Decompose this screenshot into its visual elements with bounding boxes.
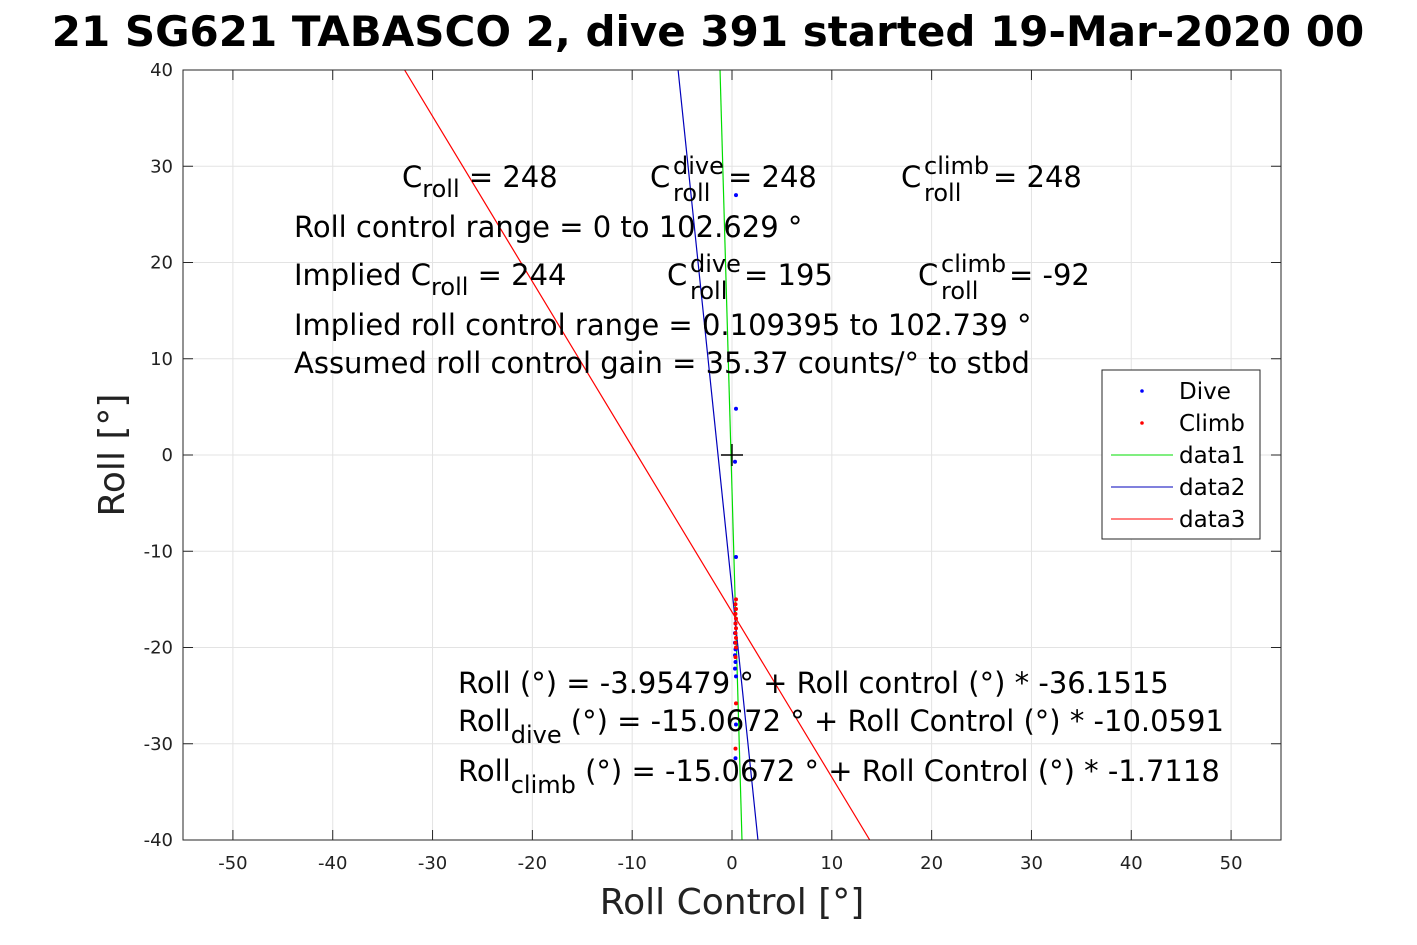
c-roll-climb-value: = 248 — [993, 160, 1082, 194]
implied-dive-value: = 195 — [744, 258, 833, 292]
point-dive — [732, 666, 737, 671]
point-climb — [733, 631, 738, 636]
y-tick-label: -20 — [144, 638, 173, 659]
x-tick-label: -20 — [518, 853, 547, 874]
c-roll-sub: roll — [422, 175, 459, 203]
point-dive — [733, 193, 738, 198]
fit-dive-annotation: Rolldive (°) = -15.0672 ° + Roll Control… — [458, 704, 1224, 749]
c-roll-climb-sup: climb — [924, 152, 989, 180]
c-roll-dive-base: C — [650, 160, 670, 194]
point-climb — [733, 607, 738, 611]
c-roll-value: = 248 — [460, 160, 558, 194]
c-roll-climb-sub: roll — [924, 179, 961, 207]
x-tick-label: 10 — [820, 853, 843, 874]
y-tick-label: 30 — [150, 156, 173, 177]
point-climb — [733, 655, 738, 660]
implied-range-annotation: Implied roll control range = 0.109395 to… — [294, 308, 1032, 342]
fit-climb-annotation: Rollclimb (°) = -15.0672 ° + Roll Contro… — [458, 754, 1220, 799]
point-climb — [733, 616, 738, 621]
implied-climb-sup: climb — [941, 250, 1006, 278]
implied-climb-value: = -92 — [1009, 258, 1090, 292]
implied-climb-base: C — [918, 258, 938, 292]
y-tick-label: 10 — [150, 349, 173, 370]
legend-label-data3: data3 — [1179, 507, 1245, 533]
y-tick-label: -30 — [144, 734, 173, 755]
point-climb — [733, 701, 738, 706]
fit-climb-base: Roll — [458, 754, 511, 788]
c-roll-dive-value: = 248 — [728, 160, 817, 194]
legend-marker-climb — [1140, 421, 1144, 425]
x-tick-label: -10 — [617, 853, 646, 874]
point-dive — [733, 406, 738, 411]
y-tick-label: -40 — [144, 830, 173, 851]
implied-climb-sub: roll — [941, 277, 978, 305]
point-climb — [733, 626, 738, 631]
fit-all-annotation: Roll (°) = -3.95479 ° + Roll control (°)… — [458, 666, 1169, 700]
gain-annotation: Assumed roll control gain = 35.37 counts… — [294, 346, 1030, 380]
x-tick-label: -30 — [418, 853, 447, 874]
fit-dive-rest: (°) = -15.0672 ° + Roll Control (°) * -1… — [562, 704, 1224, 738]
point-dive — [733, 722, 738, 727]
implied-value: = 244 — [468, 258, 566, 292]
legend-label-data2: data2 — [1179, 475, 1245, 501]
point-climb — [733, 602, 738, 607]
fit-dive-sub: dive — [511, 721, 562, 749]
c-roll-climb-base: C — [901, 160, 921, 194]
point-climb — [733, 640, 738, 645]
point-dive — [733, 756, 738, 761]
fit-climb-sub: climb — [511, 771, 576, 799]
chart-title: 21 SG621 TABASCO 2, dive 391 started 19-… — [52, 7, 1364, 56]
point-climb — [733, 621, 738, 626]
x-tick-label: -40 — [318, 853, 347, 874]
data-points — [732, 193, 738, 761]
legend-label-climb: Climb — [1179, 411, 1245, 437]
implied-sub: roll — [431, 273, 468, 301]
x-tick-label: 40 — [1120, 853, 1143, 874]
fit-climb-rest: (°) = -15.0672 ° + Roll Control (°) * -1… — [576, 754, 1220, 788]
implied-prefix: Implied C — [294, 258, 431, 292]
point-climb — [733, 597, 738, 602]
point-dive — [733, 555, 738, 560]
annotation-calibration: Croll = 248 C dive roll = 248 C climb ro… — [294, 152, 1090, 380]
implied-dive-sub: roll — [690, 277, 727, 305]
c-roll-dive-sub: roll — [673, 179, 710, 207]
fit-line-data2 — [677, 70, 759, 840]
x-axis-label: Roll Control [°] — [600, 882, 865, 923]
implied-dive-base: C — [667, 258, 687, 292]
legend: Dive Climb data1 data2 data3 — [1101, 369, 1261, 540]
x-tick-label: 20 — [920, 853, 943, 874]
x-tick-label: 0 — [726, 853, 737, 874]
x-tick-label: 30 — [1020, 853, 1043, 874]
y-tick-label: 40 — [150, 60, 173, 81]
annotation-fits: Roll (°) = -3.95479 ° + Roll control (°)… — [458, 666, 1224, 799]
y-tick-label: 20 — [150, 253, 173, 274]
axis-ticks: -50 -40 -30 -20 -10 0 10 20 30 40 50 -40 -30 -20 -10 0 1… — [144, 60, 1281, 874]
fit-line-data3 — [404, 70, 871, 840]
roll-range-annotation: Roll control range = 0 to 102.629 ° — [294, 210, 802, 244]
x-tick-label: -50 — [218, 853, 247, 874]
c-roll-dive-sup: dive — [673, 152, 724, 180]
point-dive — [733, 674, 738, 679]
legend-label-dive: Dive — [1179, 379, 1231, 405]
y-tick-label: -10 — [144, 541, 173, 562]
point-climb — [733, 645, 738, 650]
y-tick-label: 0 — [162, 445, 173, 466]
point-climb — [733, 746, 738, 751]
implied-c-roll-annotation: Implied Croll = 244 — [294, 258, 567, 301]
legend-marker-dive — [1140, 389, 1144, 393]
x-tick-label: 50 — [1220, 853, 1243, 874]
fit-dive-base: Roll — [458, 704, 511, 738]
origin-marker — [721, 444, 743, 466]
y-axis-label: Roll [°] — [92, 394, 133, 517]
point-dive — [732, 459, 737, 464]
point-climb — [733, 635, 738, 640]
point-climb — [733, 611, 738, 616]
implied-dive-sup: dive — [690, 250, 741, 278]
c-roll-annotation: Croll = 248 — [402, 160, 558, 203]
legend-label-data1: data1 — [1179, 443, 1245, 469]
point-dive — [733, 659, 738, 664]
c-roll-base: C — [402, 160, 422, 194]
